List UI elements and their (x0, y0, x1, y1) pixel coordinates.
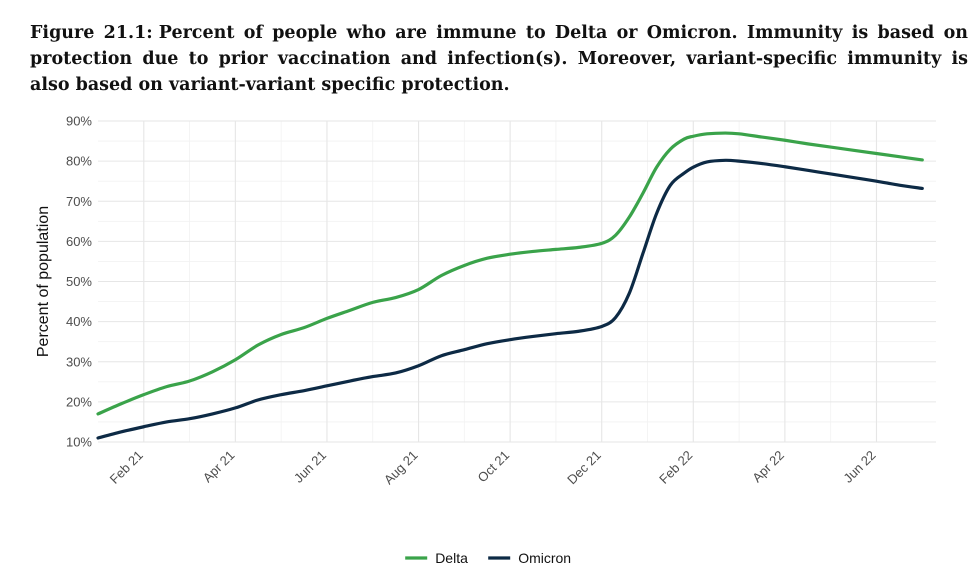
y-tick-label: 20% (66, 394, 92, 409)
legend-label-delta: Delta (435, 550, 468, 566)
y-tick-label: 50% (66, 274, 92, 289)
x-tick-label: Apr 21 (200, 448, 238, 486)
x-tick-label: Apr 22 (749, 448, 787, 486)
x-tick-label: Feb 22 (656, 448, 695, 487)
y-tick-label: 40% (66, 314, 92, 329)
figure-caption: Figure 21.1: Percent of people who are im… (30, 20, 968, 98)
series-line-omicron (96, 158, 924, 440)
y-axis-label: Percent of population (35, 206, 52, 357)
y-tick-label: 60% (66, 234, 92, 249)
x-tick-label: Aug 21 (381, 448, 421, 488)
x-tick-label: Feb 21 (107, 448, 146, 487)
x-tick-label: Oct 21 (475, 448, 513, 486)
legend-label-omicron: Omicron (518, 550, 571, 566)
x-tick-label: Jun 21 (291, 448, 329, 486)
figure-caption-text: Percent of people who are immune to Delt… (30, 23, 968, 95)
x-tick-label: Jun 22 (840, 448, 878, 486)
y-tick-label: 80% (66, 154, 92, 169)
y-tick-label: 70% (66, 194, 92, 209)
x-tick-label: Dec 21 (564, 448, 604, 488)
series-line-delta (96, 131, 924, 416)
figure-label: Figure 21.1: (30, 23, 153, 43)
y-tick-label: 90% (66, 114, 92, 129)
y-tick-label: 10% (66, 435, 92, 450)
y-tick-label: 30% (66, 354, 92, 369)
